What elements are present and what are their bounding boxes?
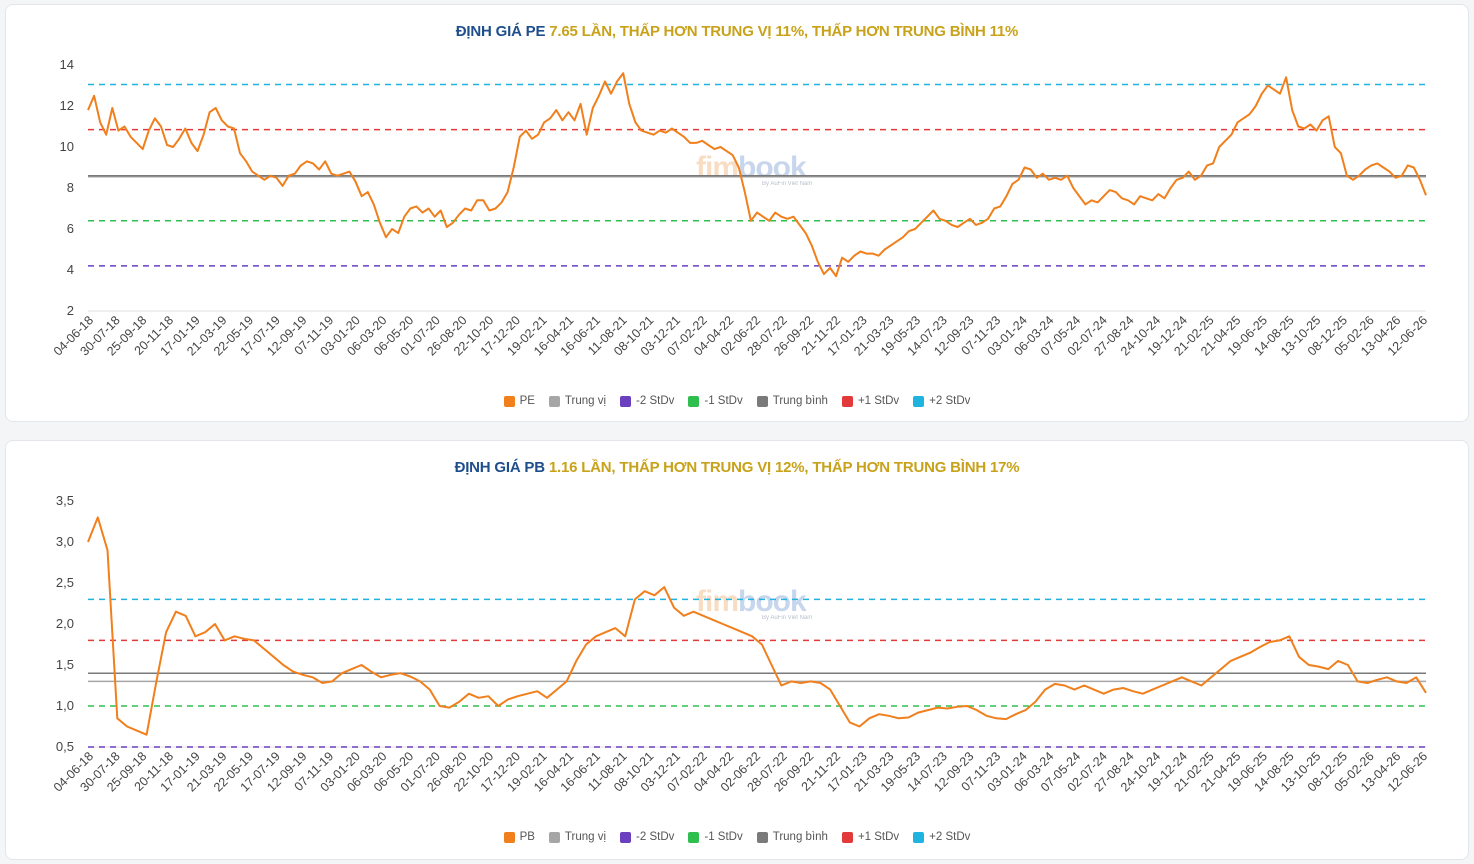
legend-swatch: [688, 831, 700, 843]
y-tick-label: 6: [67, 221, 74, 236]
y-tick-label: 2: [67, 303, 74, 318]
legend-swatch: [756, 831, 768, 843]
pb-title-rest: 1.16 LẦN, THẤP HƠN TRUNG VỊ 12%, THẤP HƠ…: [544, 459, 1020, 476]
legend-item[interactable]: Trung vị: [548, 395, 607, 407]
series-line-pe: [87, 72, 1427, 278]
legend-item[interactable]: Trung bình: [756, 831, 828, 843]
legend-label: PB: [519, 831, 535, 843]
legend-label: +1 StDv: [857, 831, 900, 843]
pe-title-main: ĐỊNH GIÁ PE: [455, 23, 546, 40]
legend-item[interactable]: PB: [503, 831, 535, 843]
pb-line-chart: 0,51,01,52,02,53,03,504-06-1830-07-1825-…: [51, 493, 1430, 795]
y-tick-label: 1,0: [56, 698, 74, 713]
legend-swatch: [620, 831, 632, 843]
y-tick-label: 10: [60, 139, 74, 154]
legend-swatch: [503, 395, 515, 407]
legend-swatch: [841, 831, 853, 843]
y-tick-label: 3,0: [56, 534, 74, 549]
legend-item[interactable]: +2 StDv: [913, 395, 970, 407]
watermark-subtitle: By AuFin Viet Nam: [762, 181, 813, 187]
legend-label: -2 StDv: [636, 831, 675, 843]
series-line-pb: [87, 516, 1427, 736]
legend-item[interactable]: Trung bình: [756, 395, 828, 407]
legend-swatch: [756, 395, 768, 407]
fimbook-watermark-logo: fimbook: [696, 151, 807, 184]
y-tick-label: 2,0: [56, 616, 74, 631]
legend-label: -1 StDv: [704, 831, 743, 843]
legend-label: Trung vị: [564, 395, 607, 407]
legend-swatch: [548, 831, 560, 843]
legend-label: Trung bình: [772, 831, 828, 843]
legend-swatch: [548, 395, 560, 407]
legend-label: Trung vị: [564, 831, 607, 843]
y-tick-label: 14: [60, 57, 74, 72]
legend-label: -1 StDv: [704, 395, 743, 407]
y-tick-label: 8: [67, 180, 74, 195]
legend-label: -2 StDv: [636, 395, 675, 407]
legend-item[interactable]: Trung vị: [548, 831, 607, 843]
legend-item[interactable]: -1 StDv: [688, 831, 743, 843]
legend-label: +2 StDv: [929, 831, 971, 843]
legend-item[interactable]: +1 StDv: [841, 831, 900, 843]
fimbook-watermark-logo: fimbook: [696, 585, 807, 618]
y-tick-label: 12: [60, 98, 74, 113]
pe-legend: PE Trung vị -2 StDv -1 StDv Trung bình +1 StD…: [6, 395, 1468, 407]
y-tick-label: 2,5: [56, 575, 74, 590]
legend-item[interactable]: -2 StDv: [620, 395, 674, 407]
legend-swatch: [503, 831, 515, 843]
watermark-subtitle: By AuFin Viet Nam: [762, 615, 813, 621]
legend-swatch: [841, 395, 853, 407]
y-tick-label: 1,5: [56, 657, 74, 672]
y-tick-label: 4: [67, 262, 74, 277]
legend-item[interactable]: -2 StDv: [620, 831, 674, 843]
legend-label: +1 StDv: [857, 395, 900, 407]
pb-legend: PB Trung vị -2 StDv -1 StDv Trung bình +1 StD…: [6, 831, 1468, 843]
pb-chart-title: ĐỊNH GIÁ PB 1.16 LẦN, THẤP HƠN TRUNG VỊ …: [6, 459, 1468, 476]
legend-item[interactable]: -1 StDv: [688, 395, 743, 407]
pe-line-chart: 246810121404-06-1830-07-1825-09-1820-11-…: [51, 57, 1430, 359]
legend-swatch: [913, 395, 925, 407]
legend-swatch: [688, 395, 700, 407]
legend-swatch: [620, 395, 632, 407]
pe-chart-title: ĐỊNH GIÁ PE 7.65 LẦN, THẤP HƠN TRUNG VỊ …: [6, 23, 1468, 40]
y-tick-label: 3,5: [56, 493, 74, 508]
legend-item[interactable]: +2 StDv: [913, 831, 970, 843]
legend-swatch: [913, 831, 925, 843]
legend-label: PE: [519, 395, 535, 407]
legend-label: Trung bình: [772, 395, 828, 407]
pb-chart-panel: ĐỊNH GIÁ PB 1.16 LẦN, THẤP HƠN TRUNG VỊ …: [5, 440, 1469, 860]
pe-chart-panel: ĐỊNH GIÁ PE 7.65 LẦN, THẤP HƠN TRUNG VỊ …: [5, 4, 1469, 422]
legend-label: +2 StDv: [929, 395, 971, 407]
legend-item[interactable]: +1 StDv: [841, 395, 900, 407]
y-tick-label: 0,5: [56, 739, 74, 754]
legend-item[interactable]: PE: [503, 395, 535, 407]
pb-title-main: ĐỊNH GIÁ PB: [454, 459, 546, 476]
pe-title-rest: 7.65 LẦN, THẤP HƠN TRUNG VỊ 11%, THẤP HƠ…: [545, 23, 1019, 40]
